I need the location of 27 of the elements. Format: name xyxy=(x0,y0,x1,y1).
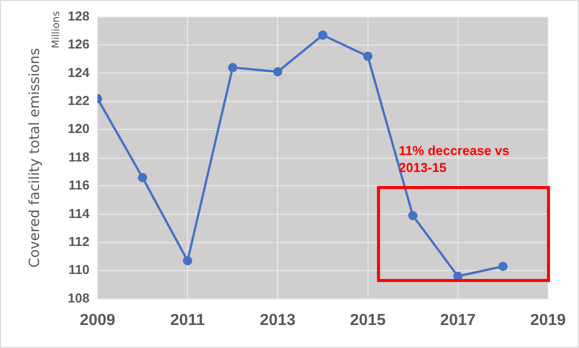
y-tick-label: 110 xyxy=(68,262,90,278)
y-tick-label: 114 xyxy=(68,206,90,221)
point xyxy=(228,62,238,72)
y-tick-label: 124 xyxy=(68,64,90,80)
y-tick-label: 128 xyxy=(68,8,90,24)
point xyxy=(318,30,328,40)
point xyxy=(363,52,372,61)
y-tick-label: 120 xyxy=(68,121,90,136)
y-tick-label: 126 xyxy=(68,36,90,52)
point xyxy=(498,262,508,271)
y-tick-label: 108 xyxy=(68,290,90,306)
y-tick-label: 116 xyxy=(68,178,90,193)
point xyxy=(273,67,282,76)
text: Millions xyxy=(51,10,62,48)
y-tick-label: 118 xyxy=(68,149,90,164)
x-tick-label: 2013 xyxy=(260,312,296,329)
point xyxy=(182,256,192,266)
x-tick-label: 2011 xyxy=(170,312,206,329)
y-tick-label: 112 xyxy=(68,234,90,249)
y-axis-title: Covered facility total emissions xyxy=(27,48,44,268)
point xyxy=(138,172,148,182)
x-tick-label: 2015 xyxy=(350,312,386,329)
x-tick-label: 2017 xyxy=(440,312,476,329)
x-tick-label: 2009 xyxy=(80,312,116,329)
point xyxy=(408,210,418,220)
x-tick-label: 2019 xyxy=(530,312,566,329)
y-tick-label: 122 xyxy=(68,92,90,108)
